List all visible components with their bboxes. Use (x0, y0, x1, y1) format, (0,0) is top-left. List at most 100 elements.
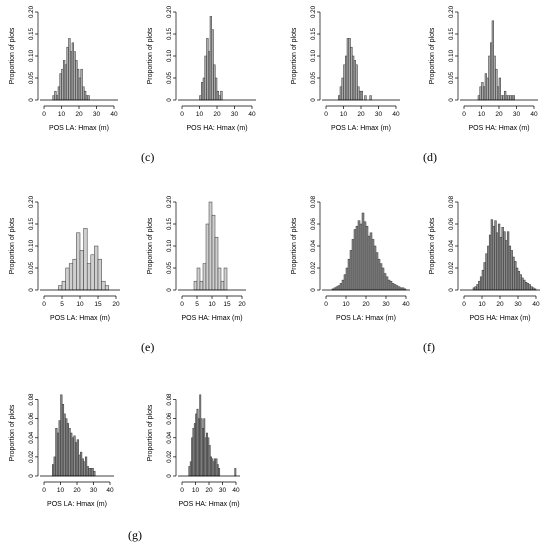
histogram-bar (484, 73, 487, 101)
x-axis-title: POS HA: Hmax (m) (186, 125, 247, 132)
x-tick-label: 30 (514, 301, 522, 308)
x-tick-label: 40 (392, 111, 400, 118)
histogram-bar (352, 55, 355, 101)
histogram-bar (90, 254, 95, 291)
histogram-bar (477, 95, 480, 101)
histogram-bar (397, 286, 401, 291)
histogram-bar (521, 277, 524, 291)
histogram-bar (385, 276, 389, 291)
histogram-bar (204, 55, 207, 101)
histogram-bar (348, 38, 351, 101)
histogram-bar (101, 280, 106, 291)
histogram-bar (341, 77, 344, 101)
histogram-bar (349, 250, 353, 291)
histogram-bar (341, 279, 345, 291)
histogram-bar (375, 252, 379, 291)
histogram-bar (205, 223, 210, 291)
histogram-bar (504, 90, 507, 101)
histogram-bar (391, 283, 395, 291)
histogram-bar (201, 82, 204, 101)
histogram-bar (84, 90, 87, 101)
x-axis-title: POS LA: Hmax (m) (336, 315, 396, 322)
histogram-bar (59, 73, 62, 101)
y-axis-title: Proportion of plots (9, 27, 16, 84)
histogram-bar (97, 258, 102, 291)
x-tick-label: 10 (192, 487, 200, 494)
histogram-bar (478, 280, 481, 291)
y-axis-title: Proportion of plots (147, 404, 154, 461)
histogram-bar (497, 86, 500, 101)
histogram-bar (347, 258, 351, 291)
x-tick-label: 10 (340, 111, 348, 118)
x-tick-label: 30 (219, 487, 227, 494)
x-tick-label: 40 (532, 301, 540, 308)
y-tick-label: 0 (166, 98, 173, 102)
histogram-bar (379, 263, 383, 291)
histogram-bar (491, 20, 494, 101)
histogram-bar (494, 220, 497, 291)
histogram-bar (353, 229, 357, 291)
x-tick-label: 0 (180, 487, 184, 494)
histogram-bar (199, 95, 202, 101)
histogram-bar (528, 284, 531, 291)
histogram-bar (350, 46, 353, 101)
histogram-bar (369, 95, 372, 101)
x-axis-title: POS LA: Hmax (m) (47, 501, 107, 508)
histogram-bar (58, 285, 63, 291)
histogram-bar (512, 256, 515, 291)
x-tick-label: 30 (90, 487, 98, 494)
x-tick-label: 15 (223, 301, 231, 308)
y-tick-label: 0.15 (28, 27, 35, 40)
histogram-bar (505, 95, 508, 101)
x-tick-label: 30 (93, 111, 101, 118)
histogram-bar (223, 267, 228, 291)
histogram-bar (79, 250, 84, 291)
x-tick-label: 10 (208, 301, 216, 308)
histogram-bar (488, 234, 492, 291)
histogram-bar (493, 55, 496, 101)
histogram-bar (64, 64, 67, 101)
x-tick-label: 30 (375, 111, 383, 118)
y-tick-label: 0.10 (448, 49, 455, 62)
histogram-bar (68, 263, 74, 291)
histogram-bar (488, 55, 491, 101)
histogram-bar (360, 90, 363, 101)
histogram-bar (506, 231, 510, 291)
histogram-bar (490, 219, 494, 291)
y-tick-label: 0.20 (166, 5, 173, 18)
histogram-bar (519, 274, 522, 291)
histogram-bar (209, 16, 212, 101)
histogram-bar (498, 77, 501, 101)
y-axis-title: Proportion of plots (291, 27, 298, 84)
x-tick-label: 40 (248, 111, 256, 118)
histogram-bar (364, 95, 367, 101)
y-tick-label: 0.02 (166, 450, 173, 463)
y-tick-label: 0.08 (28, 393, 35, 406)
x-tick-label: 10 (58, 111, 66, 118)
y-tick-label: 0.10 (28, 239, 35, 252)
histogram-6: 0 0.05 0.10 0.15 0.20 0 5 10 15 20 POS HA: Hmax (m… (147, 195, 246, 322)
histogram-bar (486, 77, 489, 101)
x-tick-label: 5 (60, 301, 64, 308)
histogram-bar (512, 95, 515, 101)
histogram-bar (66, 46, 69, 101)
histogram-bar (395, 285, 399, 291)
histogram-bar (73, 51, 76, 101)
histogram-bar (526, 283, 530, 291)
histogram-bar (65, 267, 70, 291)
x-tick-label: 0 (462, 301, 466, 308)
y-tick-label: 0.06 (448, 217, 455, 230)
histogram-bar (61, 280, 66, 291)
x-axis-title: POS LA: Hmax (m) (50, 315, 110, 322)
histogram-bar (357, 220, 361, 291)
histogram-bar (217, 267, 222, 291)
x-tick-label: 0 (462, 111, 466, 118)
y-tick-label: 0.08 (166, 393, 173, 406)
histogram-bar (85, 95, 88, 101)
histogram-bar (220, 90, 223, 101)
y-tick-label: 0.20 (448, 5, 455, 18)
